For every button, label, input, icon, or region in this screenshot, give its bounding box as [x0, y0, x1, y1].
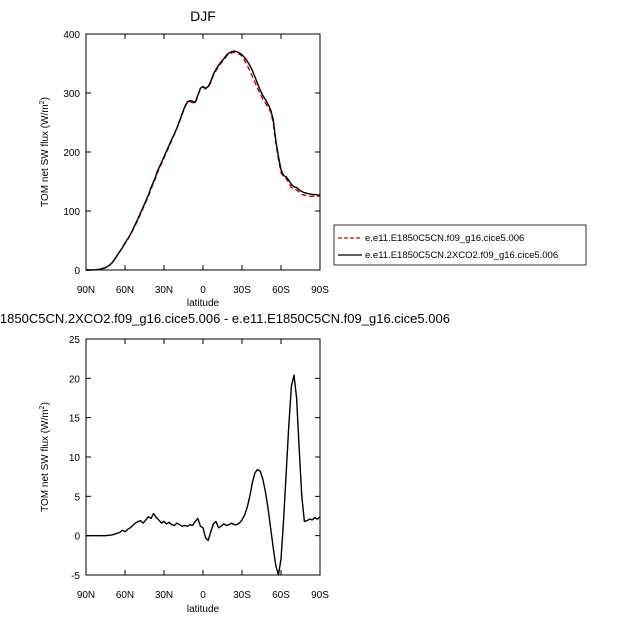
- top-series-line-1: [86, 50, 320, 271]
- top-x-tick-label: 90S: [311, 285, 329, 296]
- top-y-tick-label: 100: [63, 207, 80, 218]
- bot-y-tick-label: 15: [69, 414, 81, 425]
- legend-label-control: e.e11.E1850C5CN.f09_g16.cice5.006: [365, 233, 524, 244]
- bottom-y-axis-label-close: ): [40, 402, 51, 405]
- bot-x-tick-label: 30N: [155, 590, 173, 601]
- bot-x-tick-label: 0: [200, 590, 206, 601]
- top-x-tick-label: 60S: [272, 285, 290, 296]
- bottom-plot-frame: [85, 338, 321, 576]
- bot-y-tick-label: -5: [71, 571, 80, 582]
- top-x-tick-label: 90N: [77, 285, 95, 296]
- top-y-ticks: 0 100 200 300 400: [63, 30, 320, 277]
- top-x-tick-label: 0: [200, 285, 206, 296]
- top-series-line-0: [86, 51, 320, 271]
- top-title: DJF: [190, 8, 216, 24]
- bot-y-tick-label: 5: [74, 492, 80, 503]
- top-x-tick-label: 30N: [155, 285, 173, 296]
- bot-y-tick-label: 0: [74, 532, 80, 543]
- bot-series-line-0: [86, 374, 321, 576]
- bot-x-tick-label: 60S: [272, 590, 290, 601]
- legend-label-2xco2: e.e11.E1850C5CN.2XCO2.f09_g16.cice5.006: [365, 250, 558, 261]
- top-panel: DJF 0 100 200 300 400 90N 60N 30N 0 30S 60S 90S la…: [39, 8, 329, 309]
- top-y-axis-label: TOM net SW flux (W/m2): [39, 97, 51, 207]
- bottom-x-ticks: 90N 60N 30N 0 30S 60S 90S: [77, 339, 329, 601]
- top-y-axis-label-close: ): [40, 97, 51, 100]
- top-x-tick-label: 30S: [233, 285, 251, 296]
- bottom-y-axis-label: TOM net SW flux (W/m2): [39, 402, 51, 512]
- bottom-series-lines: [86, 374, 321, 576]
- top-y-tick-label: 300: [63, 89, 80, 100]
- top-series-lines: [86, 50, 320, 271]
- legend: e.e11.E1850C5CN.f09_g16.cice5.006 e.e11.…: [333, 224, 587, 266]
- top-x-tick-label: 60N: [116, 285, 134, 296]
- top-y-axis-label-sup: 2: [39, 100, 46, 104]
- legend-box: [333, 224, 587, 266]
- top-x-ticks: 90N 60N 30N 0 30S 60S 90S: [77, 34, 329, 296]
- top-y-tick-label: 200: [63, 148, 80, 159]
- bot-x-tick-label: 30S: [233, 590, 251, 601]
- bottom-title: e.e11.E1850C5CN.2XCO2.f09_g16.cice5.006 …: [0, 311, 450, 326]
- bot-y-tick-label: 10: [69, 453, 81, 464]
- top-y-tick-label: 0: [74, 266, 80, 277]
- top-y-tick-label: 400: [63, 30, 80, 41]
- bottom-y-axis-label-sup: 2: [39, 405, 46, 409]
- bot-x-tick-label: 90N: [77, 590, 95, 601]
- top-plot-frame: [85, 33, 321, 271]
- bot-x-tick-label: 90S: [311, 590, 329, 601]
- bottom-x-axis-label: latitude: [187, 604, 220, 615]
- bottom-panel: e.e11.E1850C5CN.2XCO2.f09_g16.cice5.006 …: [0, 311, 450, 615]
- bottom-y-ticks: -5 0 5 10 15 20 25: [69, 335, 320, 582]
- top-y-axis-label-main: TOM net SW flux (W/m: [40, 104, 51, 207]
- top-x-axis-label: latitude: [187, 298, 220, 309]
- bot-y-tick-label: 20: [69, 374, 81, 385]
- bot-y-tick-label: 25: [69, 335, 81, 346]
- bottom-y-axis-label-main: TOM net SW flux (W/m: [40, 409, 51, 512]
- bot-x-tick-label: 60N: [116, 590, 134, 601]
